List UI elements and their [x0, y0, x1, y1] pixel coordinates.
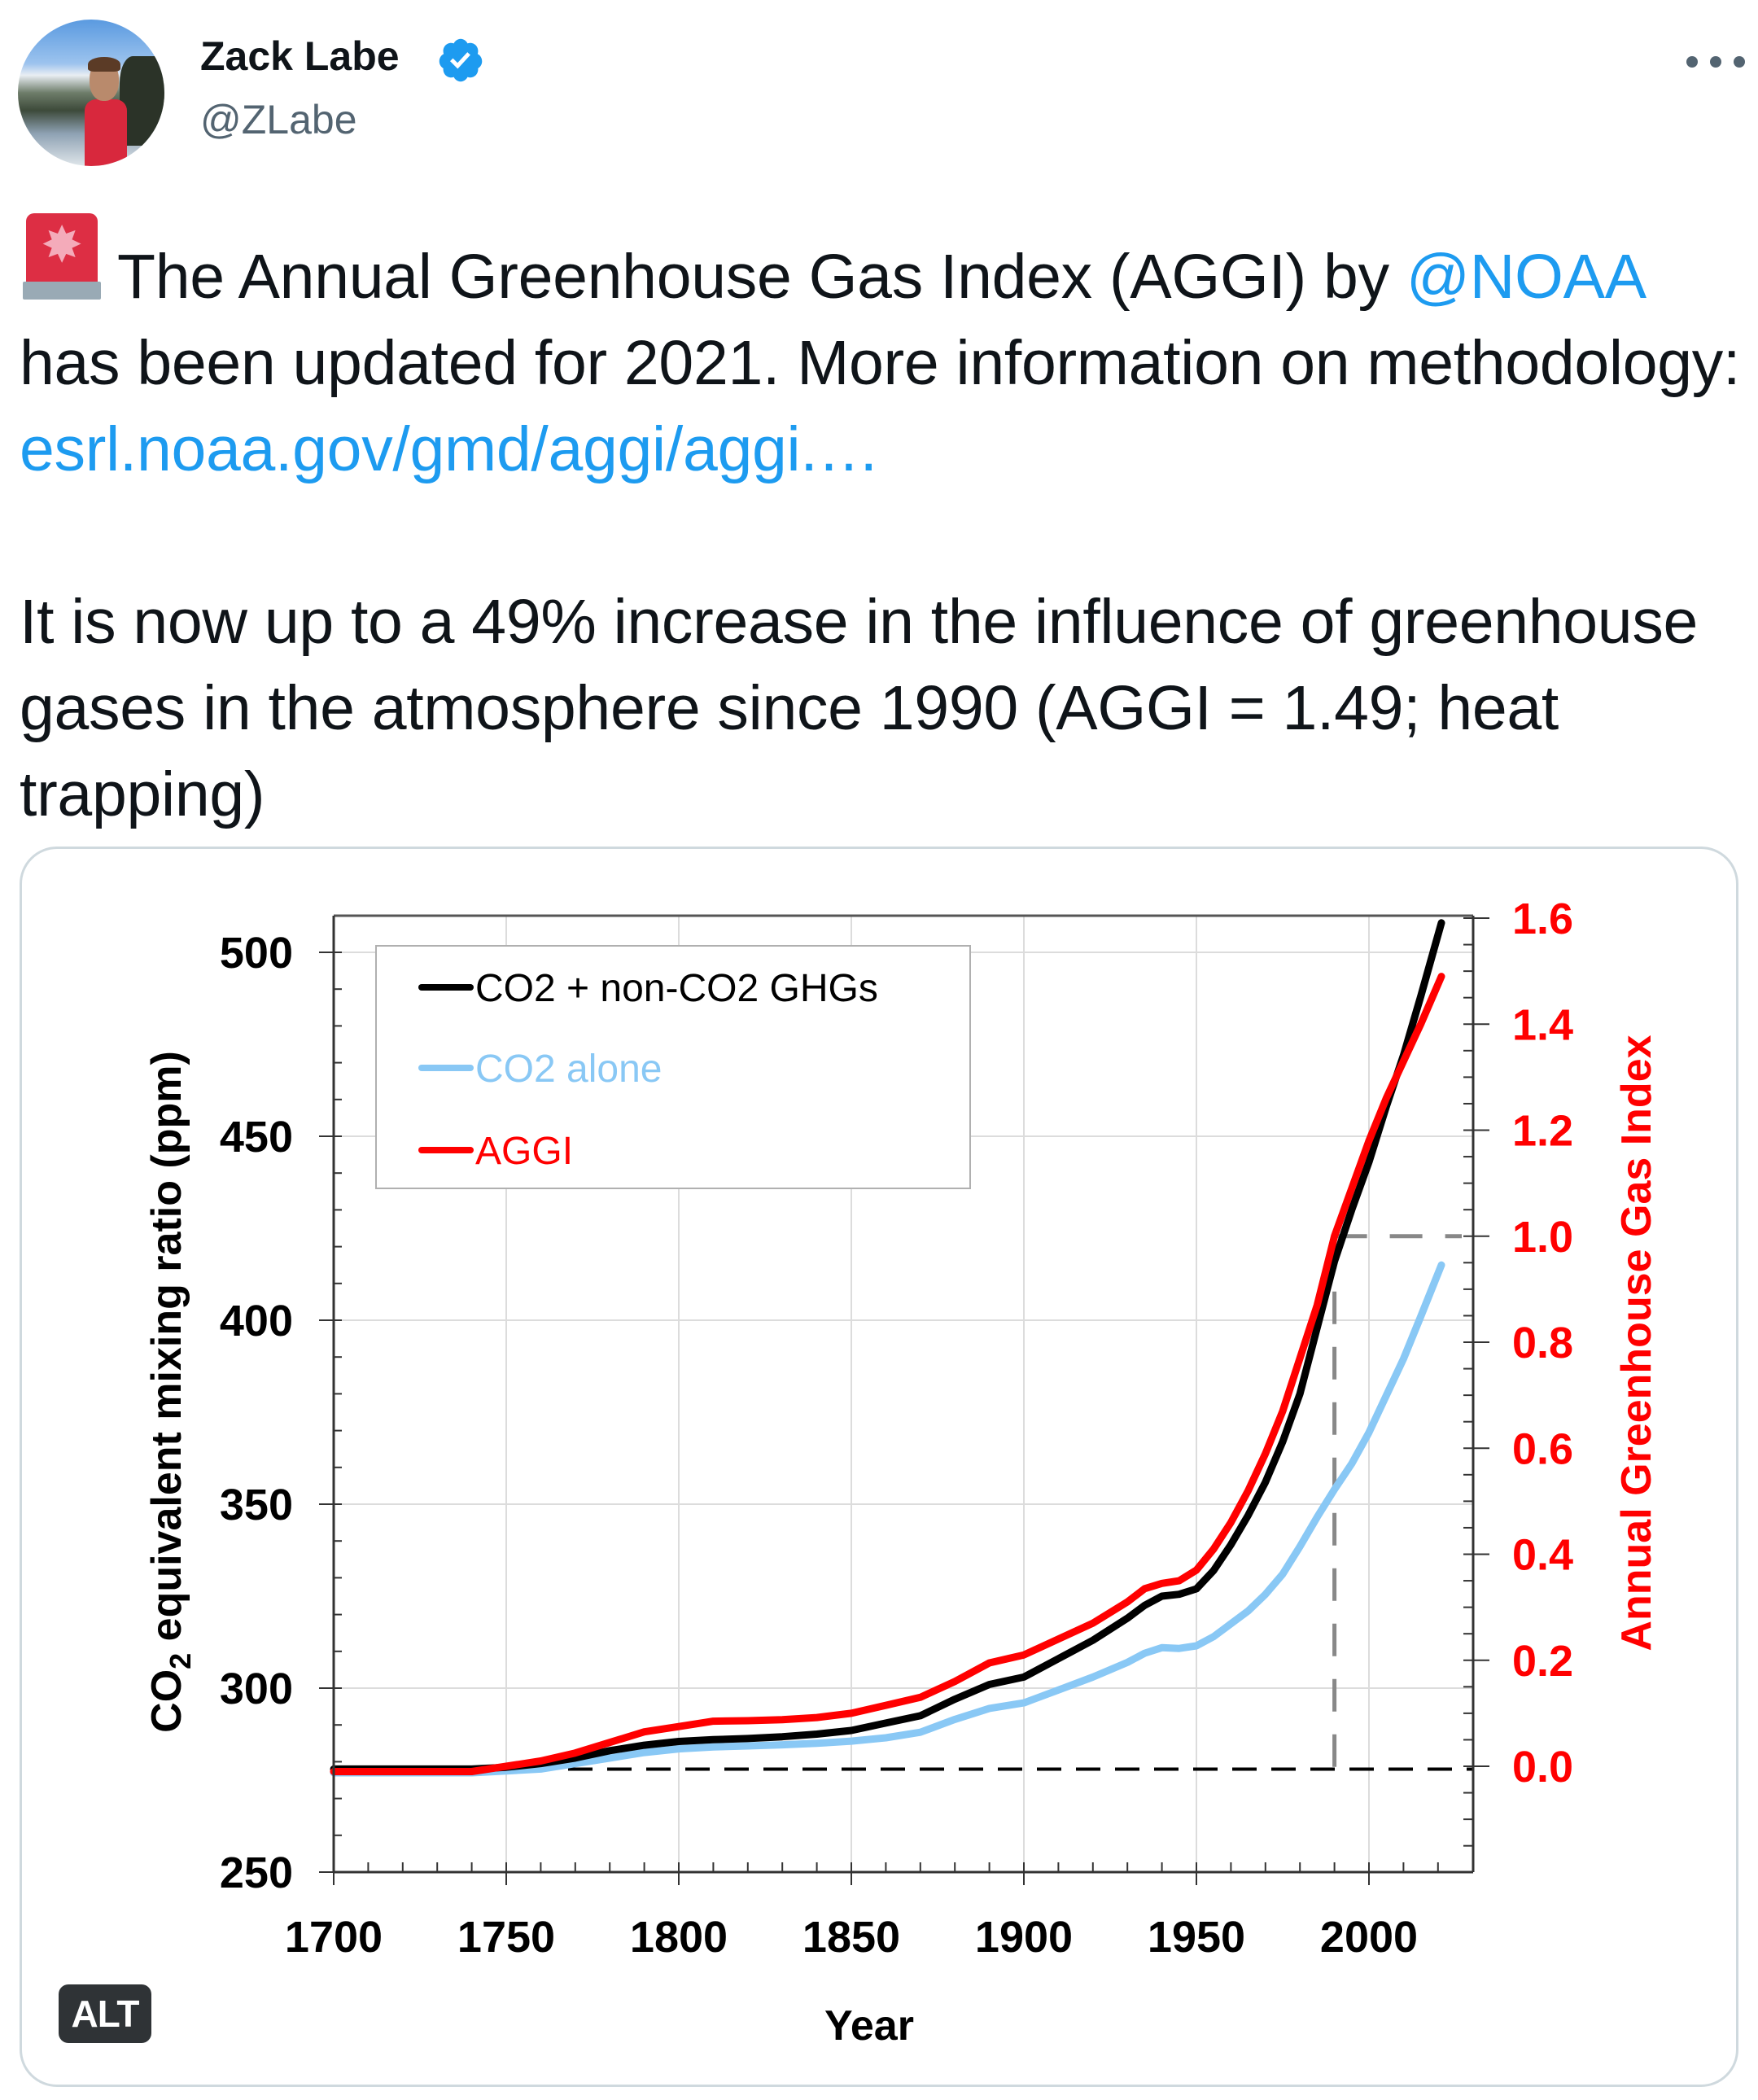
- y-axis-title-part: equivalent mixing ratio (ppm): [143, 1051, 190, 1653]
- x-axis-title: Year: [824, 2002, 914, 2050]
- siren-dome: [26, 213, 98, 282]
- x-tick-label: 1900: [975, 1913, 1073, 1962]
- url-link[interactable]: esrl.noaa.gov/gmd/aggi/aggi.…: [20, 414, 881, 484]
- series-line-co2-alone: [330, 1261, 1445, 1777]
- y2-tick-label: 1.2: [1512, 1107, 1573, 1156]
- y-axis-title-part: 2: [164, 1653, 197, 1669]
- tweet-text: ✸ The Annual Greenhouse Gas Index (AGGI)…: [20, 213, 1745, 838]
- legend-label-aggi: AGGI: [475, 1130, 573, 1173]
- x-tick-label: 2000: [1320, 1913, 1418, 1962]
- y-tick-label: 250: [220, 1848, 293, 1897]
- tweet-paragraph-2: It is now up to a 49% increase in the in…: [20, 587, 1699, 829]
- alt-text-badge[interactable]: ALT: [59, 1984, 151, 2043]
- tweet-text-part: has been updated for 2021. More informat…: [20, 328, 1741, 398]
- tweet-paragraph-1: ✸ The Annual Greenhouse Gas Index (AGGI)…: [20, 213, 1745, 492]
- tick-labels: 1700 1750 1800 1850 1900 1950 2000 250 300 350 400…: [220, 895, 1573, 1962]
- legend: CO2 + non-CO2 GHGs CO2 alone AGGI: [375, 945, 971, 1189]
- y-tick-label: 300: [220, 1665, 293, 1713]
- legend-label-co2-total: CO2 + non-CO2 GHGs: [475, 967, 878, 1010]
- y-axis-title-part: CO: [143, 1669, 190, 1733]
- x-tick-label: 1950: [1148, 1913, 1245, 1962]
- y2-tick-label: 1.0: [1512, 1213, 1573, 1262]
- mention-link[interactable]: @NOAA: [1406, 242, 1643, 312]
- avatar[interactable]: [18, 20, 164, 166]
- legend-box: [375, 945, 971, 1189]
- y2-tick-label: 0.4: [1512, 1531, 1573, 1580]
- more-dot-icon: [1710, 56, 1721, 68]
- more-dot-icon: [1734, 56, 1745, 68]
- reference-lines: [334, 1234, 1473, 1771]
- y2-tick-label: 1.6: [1512, 895, 1573, 943]
- tweet-text-part: The Annual Greenhouse Gas Index (AGGI) b…: [117, 242, 1406, 312]
- siren-base: [23, 282, 101, 300]
- y-tick-label: 500: [220, 929, 293, 978]
- x-tick-label: 1700: [285, 1913, 383, 1962]
- y-axis-title: CO2 equivalent mixing ratio (ppm): [143, 1051, 197, 1733]
- y2-tick-label: 0.6: [1512, 1424, 1573, 1473]
- x-tick-label: 1750: [457, 1913, 555, 1962]
- series-line-co2-non-co2-ghgs: [330, 919, 1445, 1773]
- avatar-figure: [85, 99, 127, 166]
- y2-tick-label: 0.0: [1512, 1743, 1573, 1792]
- y2-tick-label: 1.4: [1512, 1000, 1573, 1049]
- y2-axis-title: Annual Greenhouse Gas Index: [1613, 1035, 1660, 1651]
- y-tick-label: 400: [220, 1297, 293, 1345]
- y-tick-label: 350: [220, 1481, 293, 1529]
- author-name[interactable]: Zack Labe: [200, 33, 400, 79]
- series-lines: [330, 919, 1445, 1777]
- verified-badge-icon: [439, 38, 483, 82]
- author-handle[interactable]: @ZLabe: [200, 97, 357, 142]
- y2-tick-label: 0.8: [1512, 1319, 1573, 1367]
- siren-flash: ✸: [41, 217, 83, 273]
- y-tick-label: 450: [220, 1113, 293, 1162]
- series-line-aggi: [330, 973, 1445, 1775]
- avatar-background: [120, 56, 164, 146]
- y2-tick-label: 0.2: [1512, 1637, 1573, 1686]
- more-dot-icon: [1686, 56, 1698, 68]
- legend-label-co2-alone: CO2 alone: [475, 1048, 662, 1091]
- more-options-button[interactable]: [1686, 46, 1745, 78]
- x-tick-label: 1800: [630, 1913, 728, 1962]
- police-car-light-emoji-icon: ✸: [20, 213, 104, 303]
- axes: [319, 914, 1489, 1885]
- avatar-hair: [88, 57, 120, 72]
- x-tick-label: 1850: [802, 1913, 900, 1962]
